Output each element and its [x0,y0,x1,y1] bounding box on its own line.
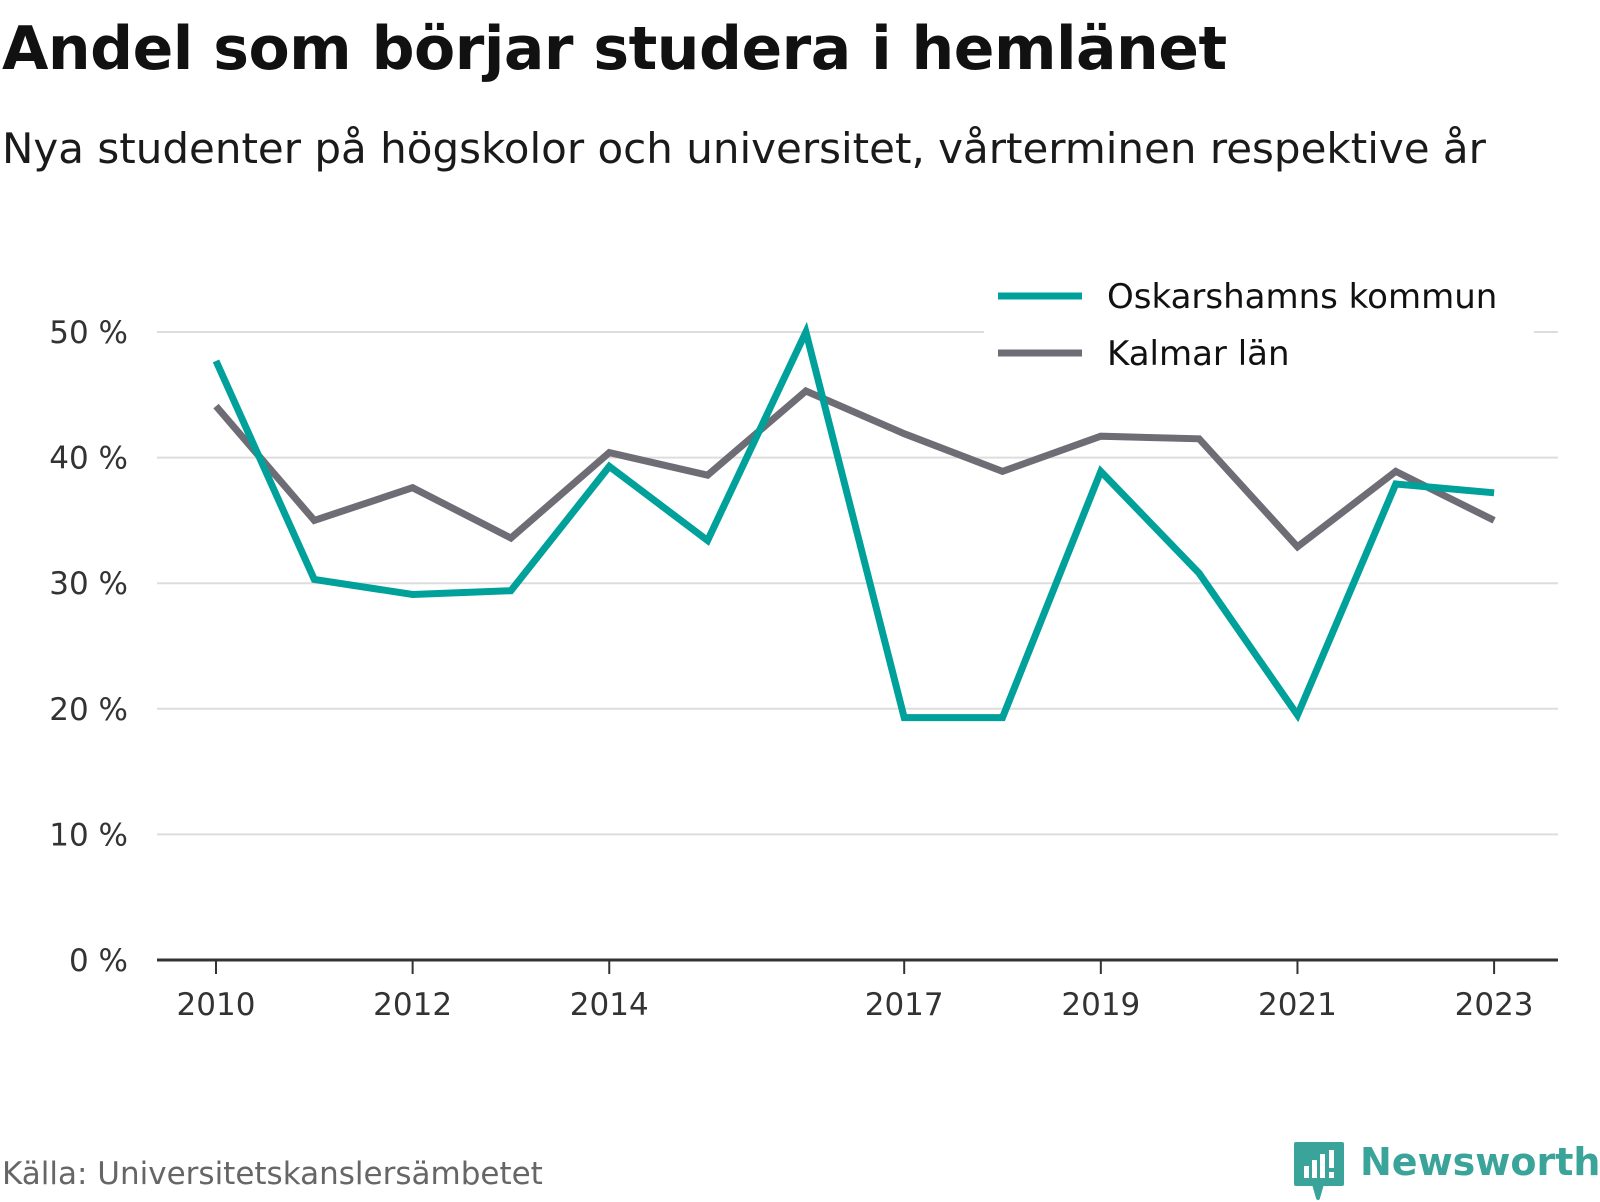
y-axis-tick-labels: 0 % 10 % 20 % 30 % 40 % 50 % [49,315,128,979]
source-note: Källa: Universitetskanslersämbetet [2,1156,543,1192]
brand-logo: Newsworthy [1292,1140,1600,1200]
line-chart: 0 % 10 % 20 % 30 % 40 % 50 % 2010 2012 2014 2017… [49,262,1558,1023]
y-tick-label: 10 % [49,817,128,853]
legend-label: Kalmar län [1107,334,1290,374]
y-tick-label: 20 % [49,692,128,728]
x-tick-label: 2019 [1061,987,1140,1023]
y-tick-label: 50 % [49,315,128,351]
legend: Oskarshamns kommun Kalmar län [984,262,1534,380]
x-axis [157,958,1558,974]
y-tick-label: 0 % [69,943,128,979]
y-tick-label: 30 % [49,566,128,602]
brand-name: Newsworthy [1360,1140,1600,1184]
x-axis-tick-labels: 2010 2012 2014 2017 2019 2021 2023 [177,987,1534,1023]
series-line-oskarshamn [212,321,1495,723]
x-tick-label: 2012 [373,987,452,1023]
chart-subtitle: Nya studenter på högskolor och universit… [2,124,1486,173]
x-tick-label: 2014 [570,987,649,1023]
x-tick-label: 2010 [177,987,256,1023]
grid-lines [157,331,1558,836]
legend-background [984,262,1534,380]
chart-title: Andel som börjar studera i hemlänet [2,14,1227,84]
y-tick-label: 40 % [49,441,128,477]
x-tick-label: 2023 [1455,987,1534,1023]
x-tick-label: 2017 [865,987,944,1023]
series-lines [212,321,1496,723]
legend-label: Oskarshamns kommun [1107,277,1497,317]
x-tick-label: 2021 [1258,987,1337,1023]
series-line-kalmar [213,386,1496,552]
newsworthy-logo-icon [1294,1142,1344,1200]
